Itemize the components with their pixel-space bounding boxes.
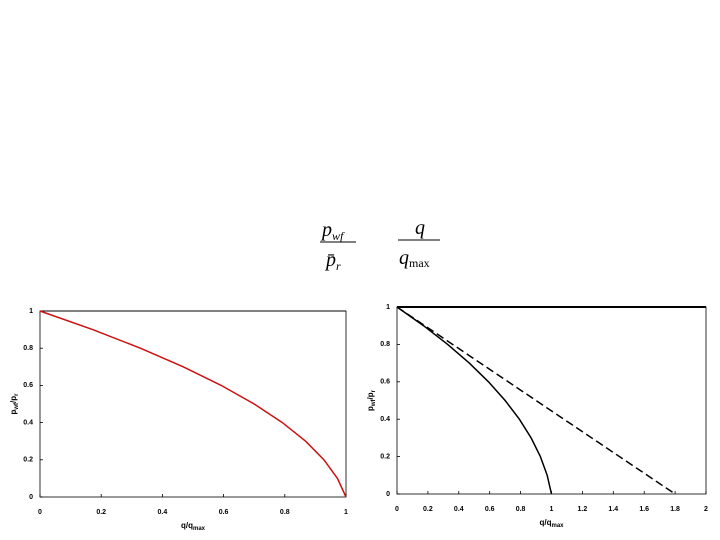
x-tick-label: 0.2 <box>423 506 433 513</box>
x-tick-label: 1.8 <box>670 506 680 513</box>
x-tick-label: 1 <box>344 509 348 516</box>
y-tick-label: 1 <box>29 308 33 315</box>
x-tick-label: 0.6 <box>485 506 495 513</box>
y-tick-label: 0.2 <box>380 453 390 460</box>
y-axis-label-part: wf <box>371 398 377 407</box>
numerator: pwf <box>320 219 345 243</box>
y-axis-label-part: p <box>366 406 375 411</box>
chart: 0 0.2 0.4 0.6 0.8 1 0 0.2 0.4 0.6 0.8 1 q/qmax pwf/pr <box>9 308 348 532</box>
plot-frame <box>39 310 347 498</box>
y-axis-label-part: p <box>9 410 18 415</box>
numerator: q <box>415 217 425 239</box>
x-axis-label-part: max <box>193 526 206 532</box>
formula: pwf p̄r q qmax <box>320 217 440 273</box>
x-tick-label: 0 <box>38 509 42 516</box>
x-tick-label: 0.6 <box>219 509 229 516</box>
y-axis-label-part: r <box>14 393 20 396</box>
series-line <box>396 306 553 495</box>
chart: 0 0.2 0.4 0.6 0.8 1 1.2 1.4 1.6 1.8 2 0 0.2 0.4 0.6 0.8… <box>366 304 708 529</box>
y-tick-label: 0 <box>29 494 33 501</box>
denominator: qmax <box>399 247 430 270</box>
x-axis-label-part: q/q <box>539 518 551 527</box>
y-tick-label: 0.4 <box>380 416 390 423</box>
x-tick-label: 0.4 <box>158 509 168 516</box>
x-tick-label: 1 <box>550 506 554 513</box>
x-axis-label-part: q/q <box>181 521 193 530</box>
x-tick-label: 0.8 <box>516 506 526 513</box>
y-axis-label-part: wf <box>14 402 20 411</box>
series-line <box>39 310 347 498</box>
y-tick-label: 0.2 <box>23 457 33 464</box>
x-axis-label: q/qmax <box>539 518 564 529</box>
y-tick-label: 0 <box>386 491 390 498</box>
x-tick-label: 1.6 <box>639 506 649 513</box>
x-axis-label: q/qmax <box>181 521 206 532</box>
series-line <box>396 306 676 495</box>
y-axis-label-part: /p <box>9 396 18 403</box>
x-axis-label-part: max <box>551 523 564 529</box>
x-tick-label: 0.2 <box>96 509 106 516</box>
y-tick-label: 1 <box>386 304 390 311</box>
x-tick-label: 0.4 <box>454 506 464 513</box>
y-axis-label: pwf/pr <box>366 389 377 411</box>
y-axis-label: pwf/pr <box>9 393 20 415</box>
x-tick-label: 1.2 <box>578 506 588 513</box>
denominator: p̄r <box>324 249 341 273</box>
x-tick-label: 1.4 <box>608 506 618 513</box>
y-tick-label: 0.8 <box>23 345 33 352</box>
y-axis-label-part: r <box>371 389 377 392</box>
y-tick-label: 0.4 <box>23 419 33 426</box>
y-tick-label: 0.6 <box>380 379 390 386</box>
y-tick-label: 0.6 <box>23 382 33 389</box>
x-tick-label: 2 <box>704 506 708 513</box>
y-tick-label: 0.8 <box>380 341 390 348</box>
x-tick-label: 0.8 <box>280 509 290 516</box>
plot-frame <box>396 306 707 495</box>
x-tick-label: 0 <box>395 506 399 513</box>
y-axis-label-part: /p <box>366 392 375 399</box>
